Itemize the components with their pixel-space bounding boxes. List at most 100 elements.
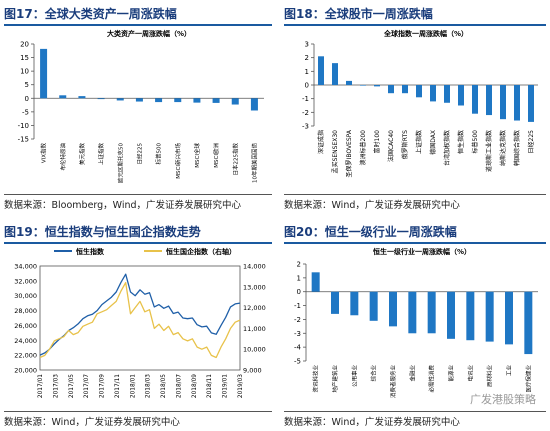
bar <box>524 291 533 355</box>
y-tick-label: 3 <box>305 41 309 49</box>
x-tick-label: 上证指数 <box>97 143 105 166</box>
legend-label: 恒生指数 <box>75 247 105 256</box>
y-tick-label: -2 <box>294 316 301 324</box>
x-tick-label: 2017/11 <box>115 374 121 398</box>
bar <box>311 272 320 292</box>
y-tick-label: 15 <box>20 54 29 62</box>
x-tick-label: 标普500 <box>155 143 163 165</box>
y-tick-label: 0 <box>297 288 301 296</box>
bar <box>374 85 380 87</box>
bar <box>408 291 417 334</box>
chart-fig18: 全球指数一周涨跌幅（%） -3 -2 -1 0 1 2 3 深证成指 孟买SENSEX30 圣保罗I… <box>302 29 538 177</box>
x-tick-label: 俄罗斯RTS <box>401 130 409 159</box>
bar <box>360 85 366 86</box>
bar <box>155 98 163 103</box>
x-tick-label: 2018/09 <box>192 374 198 398</box>
x-tick-label: 上证指数 <box>415 130 423 154</box>
y-tick-label: -1 <box>302 95 309 103</box>
x-tick-label: 2019/01 <box>223 374 229 398</box>
x-tick-label: 欧元区斯托克50 <box>116 143 124 183</box>
x-tick-label: 公用事业 <box>350 365 358 388</box>
y-tick-label: 5 <box>25 81 29 89</box>
y-right-tick-label: 11,000 <box>243 325 266 333</box>
x-tick-label: 2017/01 <box>38 374 44 398</box>
bar <box>116 98 124 101</box>
bar <box>369 291 378 321</box>
y-right-tick-label: 10,000 <box>243 346 266 354</box>
bar <box>444 85 450 103</box>
bar <box>250 98 258 111</box>
x-tick-label: 韩国综合指数 <box>513 130 521 166</box>
source-note: 数据来源：Wind，广发证券发展研究中心 <box>284 411 546 428</box>
x-tick-label: 2018/01 <box>130 374 136 398</box>
x-tick-label: 日经225 <box>135 143 143 165</box>
panel-title: 图20：恒生一级行业一周涨跌幅 <box>284 222 546 244</box>
bar <box>402 85 408 94</box>
bar <box>97 98 105 100</box>
y-right-tick-label: 13,000 <box>243 283 266 291</box>
x-tick-label: 日本225指数 <box>231 143 239 176</box>
bar <box>458 85 464 106</box>
bar <box>486 85 492 116</box>
bar <box>427 291 436 334</box>
y-tick-label: 1 <box>305 68 309 76</box>
y-tick-label: 2 <box>297 261 301 269</box>
bar <box>231 98 239 105</box>
bar <box>331 291 339 314</box>
x-tick-label: 资讯科技业 <box>312 365 320 393</box>
bar <box>212 98 220 103</box>
chart-fig17: 大类资产一周涨跌幅（%） -15 -10 -5 0 5 10 15 20 VIX指数 布伦特原油 美元… <box>18 29 264 183</box>
bar <box>500 85 506 120</box>
panel-title: 图17：全球大类资产一周涨跌幅 <box>4 4 272 26</box>
panel-fig17: 图17：全球大类资产一周涨跌幅 大类资产一周涨跌幅（%） -15 -10 -5 0 5 10… <box>4 4 272 212</box>
panel-fig19: 图19：恒生指数与恒生国企指数走势 恒生指数 恒生国企指数（右轴） 20,000 22… <box>4 222 272 428</box>
chart-title: 大类资产一周涨跌幅（%） <box>107 29 191 38</box>
bar <box>40 48 48 99</box>
series-line <box>39 281 241 359</box>
bar <box>174 98 182 103</box>
x-tick-label: 2017/03 <box>53 374 59 398</box>
y-right-tick-label: 14,000 <box>243 263 266 271</box>
bar <box>78 96 86 99</box>
y-tick-label: -5 <box>22 108 29 116</box>
y-left-tick-label: 22,000 <box>14 352 37 360</box>
bar <box>135 98 143 102</box>
x-tick-label: 电讯业 <box>466 365 474 382</box>
x-tick-label: 10年期美国国债 <box>250 143 258 183</box>
bar <box>472 85 478 114</box>
y-tick-label: -15 <box>18 136 29 144</box>
y-tick-label: -1 <box>294 302 301 310</box>
x-tick-label: 工业 <box>505 365 513 377</box>
x-tick-label: MSCI全球 <box>193 143 201 168</box>
x-tick-label: 孟买SENSEX30 <box>331 130 339 174</box>
chart-fig19: 恒生指数 恒生国企指数（右轴） 20,000 22,000 24,000 26,000 28… <box>14 247 266 398</box>
x-tick-label: 布伦特原油 <box>59 143 67 171</box>
x-tick-label: 地产建筑业 <box>331 365 339 393</box>
x-tick-label: 2018/07 <box>176 374 182 398</box>
x-tick-label: 标普500 <box>471 130 479 154</box>
x-tick-label: 医疗保健业 <box>524 365 532 393</box>
panel-title: 图19：恒生指数与恒生国企指数走势 <box>4 222 272 244</box>
bar <box>505 291 513 345</box>
y-tick-label: 2 <box>305 54 309 62</box>
x-tick-label: 澳洲标普200 <box>359 130 367 166</box>
y-left-tick-label: 30,000 <box>14 292 37 300</box>
x-tick-label: MSCI新兴市场 <box>174 143 182 179</box>
source-note: 数据来源：Wind，广发证券发展研究中心 <box>284 194 546 211</box>
panel-fig20: 图20：恒生一级行业一周涨跌幅 恒生一级行业一周涨跌幅（%） -5 -4 -3 -2 -1… <box>284 222 546 428</box>
bar <box>514 85 520 121</box>
source-note: 数据来源：Bloomberg，Wind，广发证券发展研究中心 <box>4 194 272 211</box>
x-tick-label: 2017/05 <box>69 374 75 398</box>
panel-fig18: 图18：全球股市一周涨跌幅 全球指数一周涨跌幅（%） -3 -2 -1 0 1 2 3 深证成指… <box>284 4 546 212</box>
bar <box>350 291 359 316</box>
x-tick-label: 圣保罗IBOVESPA <box>345 129 353 177</box>
source-note: 数据来源：Wind，广发证券发展研究中心 <box>4 411 272 428</box>
y-left-tick-label: 34,000 <box>14 263 37 271</box>
x-tick-label: 金融业 <box>408 365 416 382</box>
x-tick-label: 法国CAC40 <box>387 130 395 162</box>
y-tick-label: 0 <box>25 95 29 103</box>
panel-title: 图18：全球股市一周涨跌幅 <box>284 4 546 26</box>
bar <box>318 56 324 85</box>
y-tick-label: -10 <box>18 122 29 130</box>
y-left-tick-label: 28,000 <box>14 307 37 315</box>
